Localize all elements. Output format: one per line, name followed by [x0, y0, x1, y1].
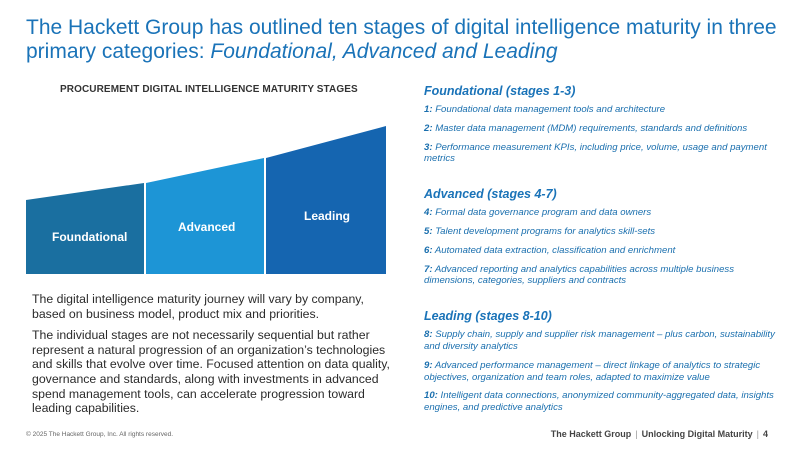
- stage-item: 2: Master data management (MDM) requirem…: [424, 122, 748, 134]
- bar-label-leading: Leading: [304, 209, 350, 223]
- maturity-staircase-chart: Foundational Advanced Leading: [26, 124, 386, 276]
- journey-paragraph-1: The digital intelligence maturity journe…: [32, 292, 364, 321]
- footer-brand: The Hackett Group: [550, 429, 632, 439]
- slide-title-plain: The Hackett Group has outlined ten stage…: [26, 16, 777, 63]
- stage-item: 6: Automated data extraction, classifica…: [424, 244, 676, 256]
- stage-item: 3: Performance measurement KPIs, includi…: [424, 141, 767, 165]
- footer-report-title: Unlocking Digital Maturity: [641, 429, 753, 439]
- bar-advanced: [146, 158, 264, 274]
- section-leading: Leading (stages 8-10) 8: Supply chain, s…: [424, 309, 784, 414]
- stage-item: 9: Advanced performance management – dir…: [424, 359, 761, 383]
- stage-item: 7: Advanced reporting and analytics capa…: [424, 263, 735, 287]
- stage-item: 4: Formal data governance program and da…: [424, 207, 652, 219]
- bar-label-foundational: Foundational: [52, 230, 127, 244]
- stages-list: Foundational (stages 1-3) 1: Foundationa…: [424, 84, 784, 436]
- slide-title: The Hackett Group has outlined ten stage…: [26, 16, 786, 64]
- footer-brand-line: The Hackett Group | Unlocking Digital Matu…: [551, 429, 768, 439]
- bar-leading: [266, 126, 386, 274]
- copyright-notice: © 2025 The Hackett Group, Inc. All right…: [26, 431, 174, 438]
- bar-foundational: [26, 183, 144, 274]
- bar-label-advanced: Advanced: [178, 220, 235, 234]
- stage-item: 1: Foundational data management tools an…: [424, 104, 666, 115]
- page-number: 4: [762, 429, 768, 439]
- section-foundational: Foundational (stages 1-3) 1: Foundationa…: [424, 84, 784, 165]
- section-heading: Leading (stages 8-10): [424, 309, 552, 324]
- chart-heading: PROCUREMENT DIGITAL INTELLIGENCE MATURIT…: [60, 84, 358, 95]
- slide-title-italic: Foundational, Advanced and Leading: [210, 40, 558, 63]
- stage-item: 8: Supply chain, supply and supplier ris…: [424, 329, 775, 352]
- section-advanced: Advanced (stages 4-7) 4: Formal data gov…: [424, 187, 784, 287]
- footer-separator: |: [756, 429, 759, 439]
- stage-item: 5: Talent development programs for analy…: [424, 225, 656, 237]
- journey-description: The digital intelligence maturity journe…: [32, 292, 392, 423]
- stage-item: 10: Intelligent data connections, anonym…: [424, 390, 774, 414]
- footer-separator: |: [635, 429, 638, 439]
- journey-paragraph-2: The individual stages are not necessaril…: [32, 328, 390, 416]
- section-heading: Foundational (stages 1-3): [424, 84, 576, 98]
- section-heading: Advanced (stages 4-7): [424, 187, 557, 202]
